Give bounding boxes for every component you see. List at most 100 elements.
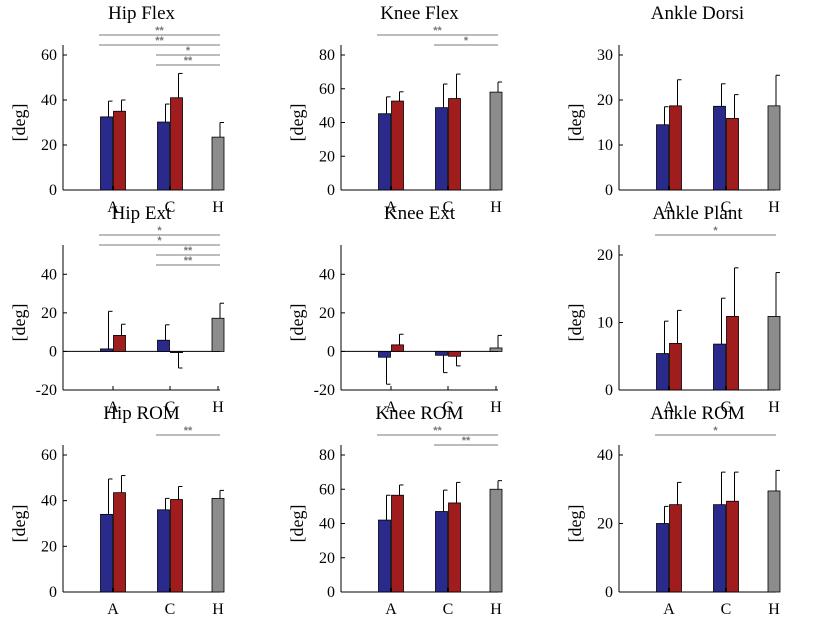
y-axis-label: [deg] [565, 304, 585, 342]
bar-C-s1 [170, 97, 183, 191]
bar-H-s2 [489, 488, 503, 593]
y-tick-label: 60 [41, 447, 57, 464]
y-tick-label: 40 [41, 266, 57, 283]
bar-H-s2 [767, 316, 781, 391]
panel-title: Ankle ROM [650, 403, 745, 424]
x-tick-label: A [107, 399, 119, 416]
bar-H-s2 [211, 317, 225, 352]
panel-title: Hip Flex [108, 3, 176, 24]
bar-A-s1 [391, 344, 404, 352]
x-tick-label: A [663, 199, 675, 216]
panel-title: Knee ROM [375, 403, 463, 424]
significance-label: ** [155, 35, 164, 47]
bar-H-s2 [767, 105, 781, 191]
bar-C-s1 [448, 98, 461, 191]
bar-A-s0 [656, 353, 669, 391]
bar-A-s0 [378, 113, 391, 191]
y-tick-label: 40 [41, 493, 57, 510]
x-tick-label: H [212, 199, 224, 216]
x-tick-label: C [165, 399, 176, 416]
y-axis-label: [deg] [287, 505, 307, 543]
significance-label: ** [433, 25, 442, 37]
significance-label: ** [184, 425, 193, 437]
bar-H-s2 [211, 136, 225, 191]
y-axis-label: [deg] [9, 304, 29, 342]
y-tick-label: 20 [41, 137, 57, 154]
y-tick-label: 0 [605, 382, 613, 399]
significance-label: ** [184, 245, 193, 257]
bar-C-s1 [170, 499, 183, 593]
y-tick-label: 80 [319, 447, 335, 464]
significance-label: ** [433, 425, 442, 437]
bar-C-s0 [435, 351, 448, 356]
y-tick-label: 0 [49, 584, 57, 601]
y-tick-label: -20 [314, 382, 335, 399]
y-axis-label: [deg] [287, 104, 307, 142]
bar-A-s1 [391, 100, 404, 191]
y-axis-label: [deg] [9, 104, 29, 142]
y-tick-label: 20 [597, 92, 613, 109]
panel-knee-ext: Knee Ext [deg] -20 0 20 40 A C H [287, 203, 503, 416]
bar-C-s0 [157, 509, 170, 593]
bar-C-s0 [713, 504, 726, 593]
x-tick-label: A [663, 601, 675, 618]
bar-C-s0 [713, 343, 726, 391]
bar-C-s1 [448, 351, 461, 357]
x-tick-label: C [443, 601, 454, 618]
y-tick-label: 0 [327, 182, 335, 199]
x-tick-label: C [443, 199, 454, 216]
x-tick-label: H [490, 199, 502, 216]
bar-C-s1 [726, 500, 739, 593]
bar-H-s2 [767, 490, 781, 593]
y-tick-label: 20 [41, 538, 57, 555]
bar-A-s1 [391, 494, 404, 593]
y-axis-label: [deg] [287, 304, 307, 342]
y-tick-label: 60 [319, 481, 335, 498]
y-tick-label: 10 [597, 315, 613, 332]
bar-C-s0 [435, 107, 448, 191]
x-tick-label: A [385, 399, 397, 416]
y-tick-label: 10 [597, 137, 613, 154]
y-tick-label: 0 [49, 343, 57, 360]
significance-label: ** [184, 255, 193, 267]
y-tick-label: 60 [41, 47, 57, 64]
significance-label: * [464, 35, 469, 47]
x-tick-label: H [768, 199, 780, 216]
bar-H-s2 [489, 347, 503, 352]
significance-label: * [713, 425, 718, 437]
y-tick-label: 40 [319, 516, 335, 533]
y-tick-label: 40 [319, 266, 335, 283]
significance-label: ** [462, 435, 471, 447]
y-tick-label: 0 [327, 584, 335, 601]
panel-title: Hip Ext [112, 203, 172, 224]
panel-knee-rom: Knee ROM [deg] 0 20 40 60 80 A C H ** ** [287, 403, 503, 618]
bar-A-s1 [113, 335, 126, 352]
bar-A-s1 [669, 343, 682, 391]
bar-H-s2 [211, 497, 225, 593]
y-tick-label: 20 [597, 516, 613, 533]
y-tick-label: 30 [597, 47, 613, 64]
bar-C-s0 [713, 105, 726, 191]
y-tick-label: 20 [319, 305, 335, 322]
significance-label: * [157, 235, 162, 247]
y-tick-label: 20 [319, 550, 335, 567]
x-tick-label: C [165, 199, 176, 216]
x-tick-label: C [721, 601, 732, 618]
y-tick-label: 40 [41, 92, 57, 109]
y-axis-label: [deg] [565, 104, 585, 142]
bar-C-s0 [157, 121, 170, 191]
bar-A-s1 [669, 504, 682, 593]
bar-C-s0 [435, 511, 448, 593]
x-tick-label: H [212, 399, 224, 416]
y-tick-label: 20 [319, 148, 335, 165]
panel-title: Ankle Dorsi [651, 3, 744, 24]
bar-A-s0 [656, 124, 669, 191]
bar-A-s0 [656, 523, 669, 593]
panel-ankle-rom: Ankle ROM [deg] 0 20 40 A C H * [565, 403, 781, 618]
y-tick-label: 0 [49, 182, 57, 199]
x-tick-label: C [721, 399, 732, 416]
x-tick-label: A [107, 199, 119, 216]
bar-A-s1 [113, 492, 126, 593]
